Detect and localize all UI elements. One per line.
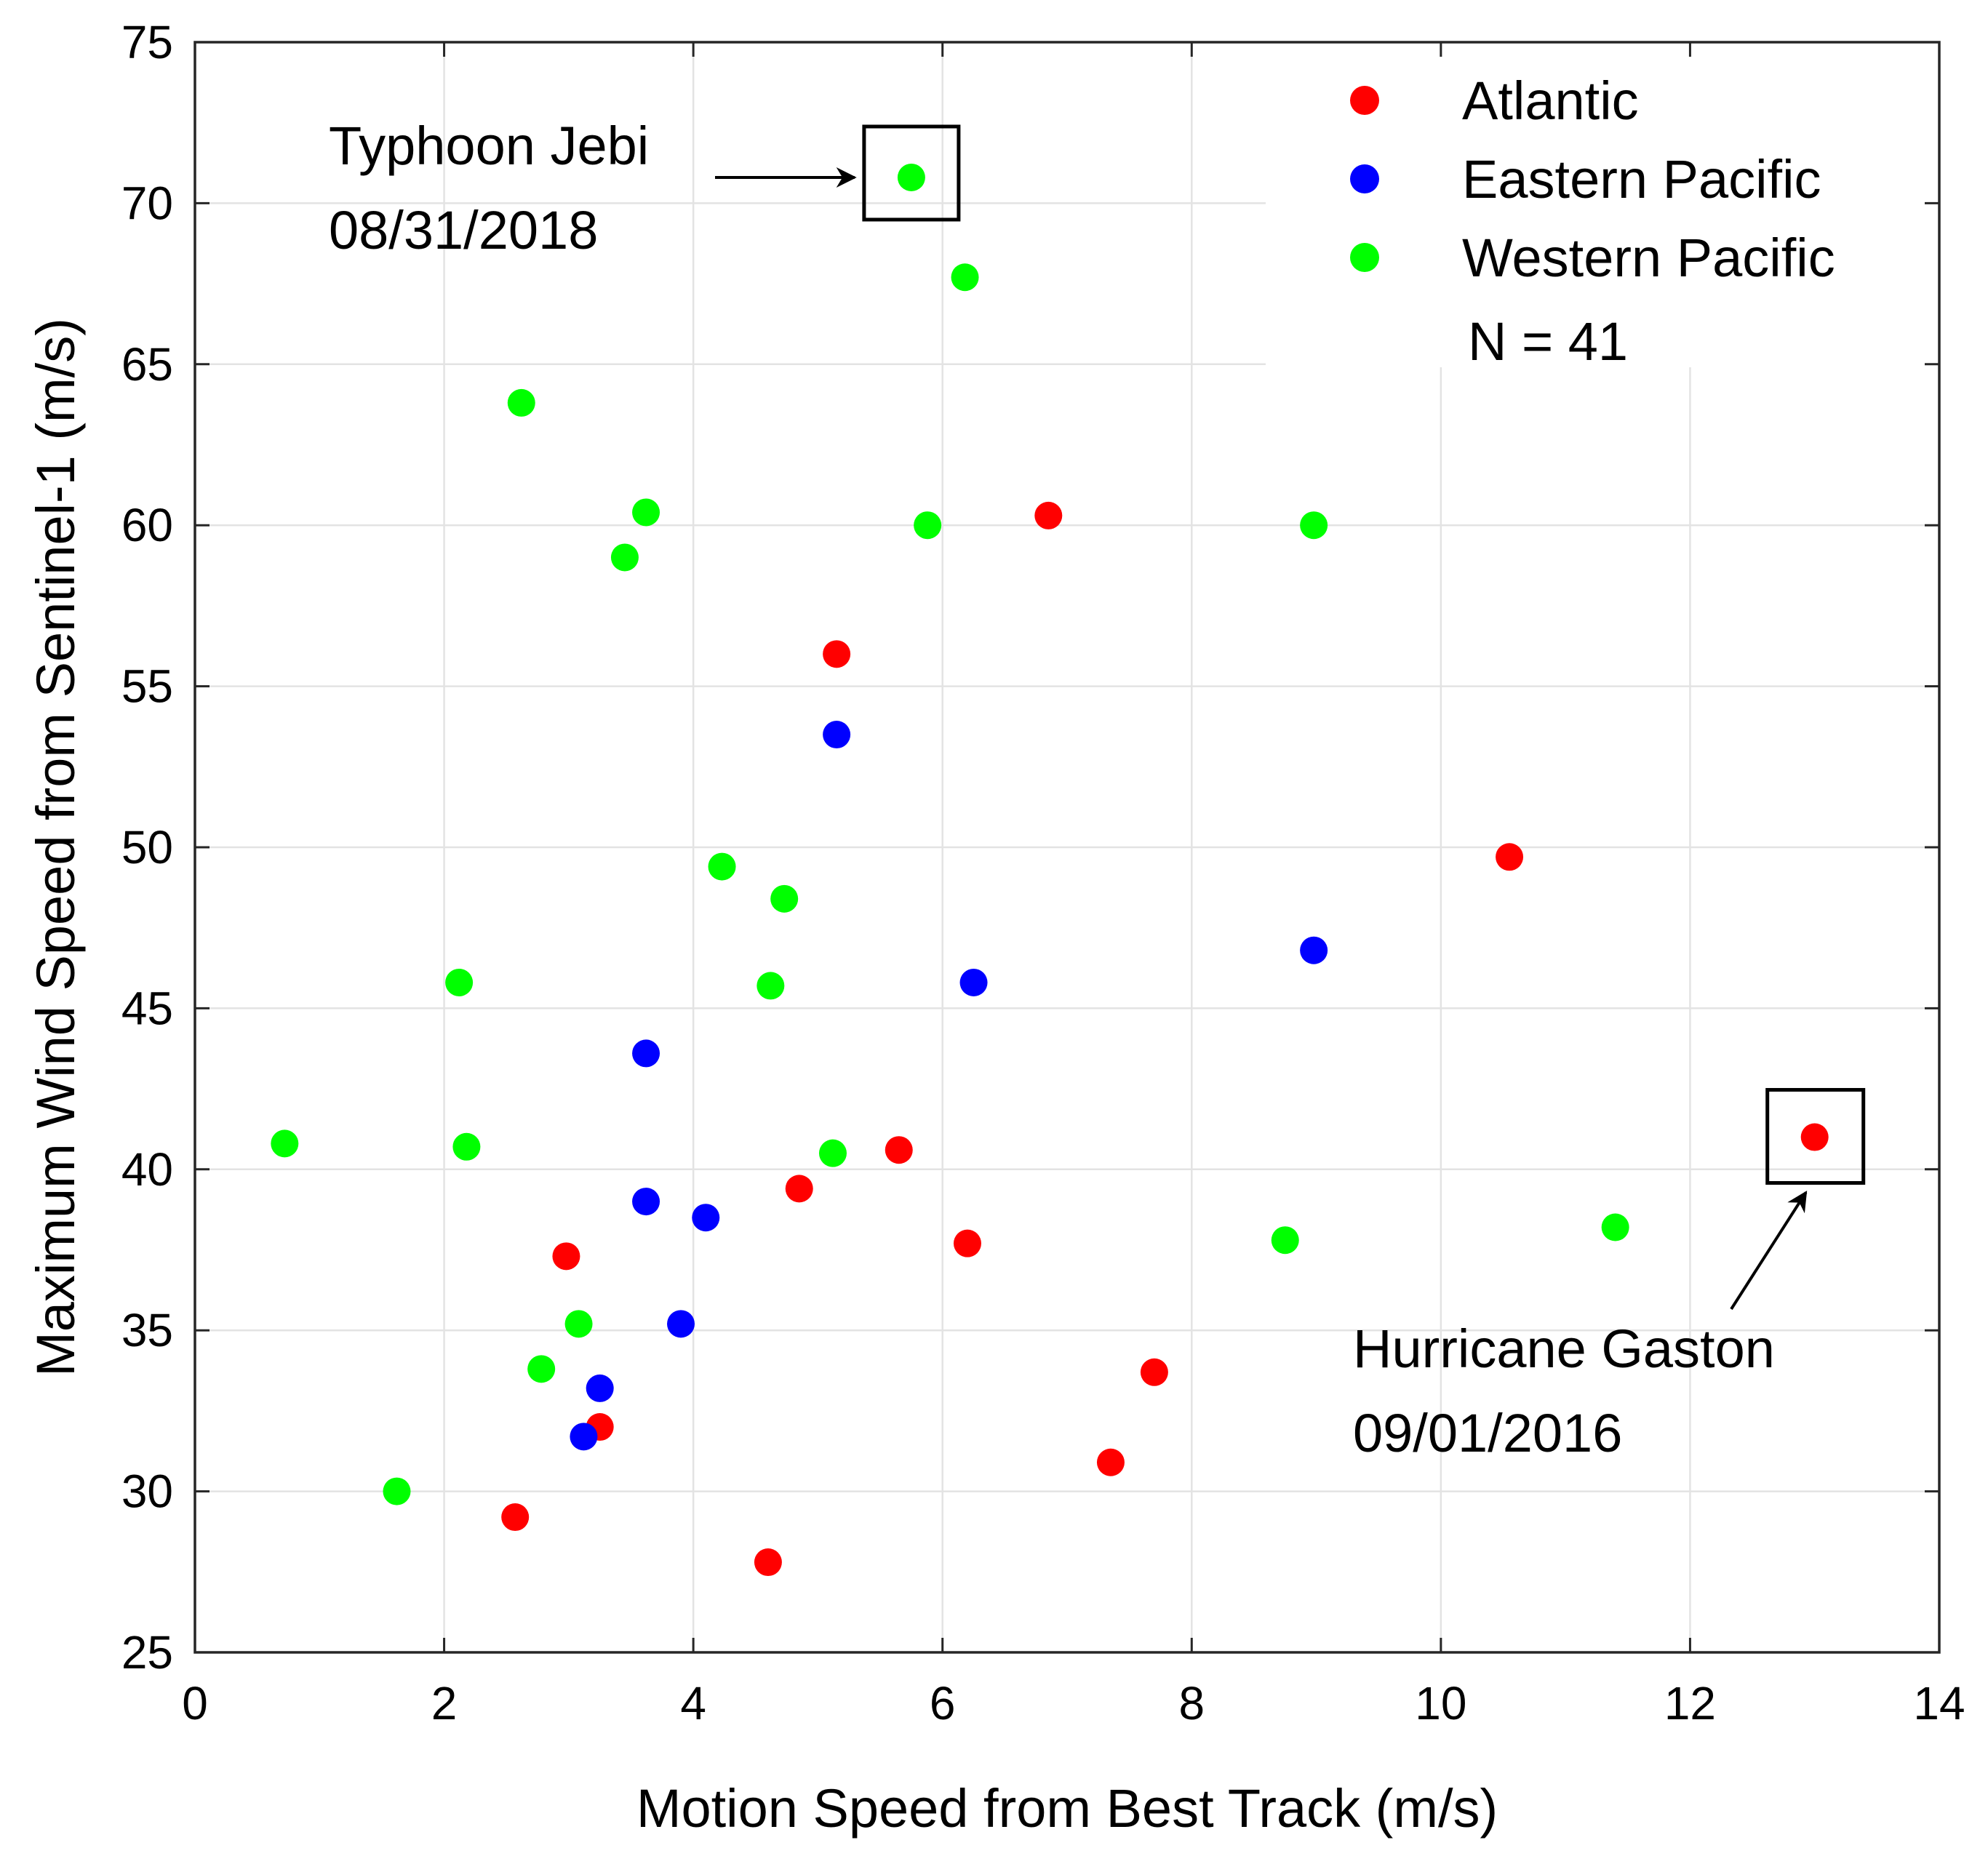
- annotation-jebi-name: Typhoon Jebi: [329, 116, 649, 176]
- y-tick-label: 30: [121, 1465, 173, 1518]
- highlight-box-jebi: [862, 124, 961, 222]
- y-axis-title: Maximum Wind Speed from Sentinel-1 (m/s): [25, 318, 86, 1377]
- legend-label-eastern-pacific: Eastern Pacific: [1462, 149, 1821, 209]
- point-western-pacific: [1271, 1226, 1299, 1255]
- legend-label-atlantic: Atlantic: [1462, 71, 1639, 131]
- y-tick-label: 40: [121, 1143, 173, 1196]
- x-tick-label: 14: [1913, 1677, 1965, 1729]
- point-western-pacific: [708, 852, 736, 881]
- x-tick-label: 10: [1415, 1677, 1466, 1729]
- point-western-pacific: [757, 972, 785, 1000]
- point-western-pacific: [632, 498, 660, 527]
- point-western-pacific: [897, 163, 925, 191]
- x-tick-label: 0: [182, 1677, 208, 1729]
- legend-marker-atlantic: [1350, 86, 1379, 115]
- point-atlantic: [754, 1548, 782, 1577]
- y-tick-label: 75: [121, 16, 173, 68]
- point-eastern-pacific: [1300, 936, 1328, 964]
- point-eastern-pacific: [692, 1204, 720, 1232]
- point-atlantic: [1034, 501, 1063, 529]
- annotation-gaston-date: 09/01/2016: [1353, 1403, 1622, 1463]
- y-tick-label: 70: [121, 177, 173, 229]
- y-tick-label: 60: [121, 499, 173, 551]
- point-atlantic: [552, 1242, 580, 1271]
- point-western-pacific: [770, 884, 799, 913]
- point-western-pacific: [818, 1139, 847, 1167]
- data-points: [271, 163, 1829, 1577]
- point-western-pacific: [951, 263, 979, 292]
- point-western-pacific: [452, 1132, 481, 1161]
- annotations: Typhoon Jebi 08/31/2018 Hurricane Gaston 09…: [329, 116, 1808, 1463]
- grid-lines: [195, 42, 1939, 1652]
- y-tick-label: 25: [121, 1626, 173, 1679]
- point-western-pacific: [1300, 511, 1328, 540]
- y-tick-label: 45: [121, 982, 173, 1034]
- legend-label-western-pacific: Western Pacific: [1462, 228, 1835, 288]
- point-western-pacific: [271, 1129, 299, 1158]
- point-atlantic: [1800, 1123, 1829, 1151]
- legend-marker-eastern-pacific: [1350, 164, 1379, 193]
- point-eastern-pacific: [959, 968, 988, 996]
- x-tick-label: 12: [1664, 1677, 1716, 1729]
- point-western-pacific: [383, 1477, 411, 1505]
- legend: Atlantic Eastern Pacific Western Pacific N …: [1266, 44, 1935, 372]
- point-atlantic: [885, 1136, 913, 1164]
- legend-marker-western-pacific: [1350, 243, 1379, 272]
- annotation-gaston-name: Hurricane Gaston: [1353, 1319, 1775, 1379]
- y-tick-label: 55: [121, 660, 173, 713]
- point-eastern-pacific: [570, 1423, 598, 1451]
- annotation-boxes: [862, 124, 1866, 1185]
- highlight-box-gaston: [1765, 1088, 1866, 1185]
- point-western-pacific: [445, 968, 474, 996]
- point-eastern-pacific: [632, 1039, 660, 1068]
- point-western-pacific: [564, 1310, 593, 1338]
- point-atlantic: [501, 1503, 530, 1532]
- point-atlantic: [953, 1229, 981, 1257]
- point-western-pacific: [507, 388, 535, 417]
- point-atlantic: [785, 1175, 813, 1203]
- x-tick-label: 8: [1178, 1677, 1205, 1729]
- legend-sample-count: N = 41: [1468, 311, 1628, 372]
- point-eastern-pacific: [823, 721, 851, 749]
- axis-ticks: 0 2 4 6 8 10 12 14 25 30 35 40 45 50 55 60 65 70 75: [121, 16, 1965, 1729]
- arrow-gaston: [1730, 1191, 1808, 1311]
- point-atlantic: [1096, 1448, 1125, 1476]
- point-atlantic: [1496, 843, 1524, 871]
- point-western-pacific: [527, 1355, 556, 1383]
- point-eastern-pacific: [632, 1188, 660, 1216]
- point-western-pacific: [914, 511, 942, 540]
- x-tick-label: 4: [680, 1677, 706, 1729]
- point-western-pacific: [610, 543, 639, 572]
- x-axis-title: Motion Speed from Best Track (m/s): [636, 1778, 1498, 1839]
- point-western-pacific: [1601, 1213, 1629, 1241]
- x-tick-label: 2: [431, 1677, 458, 1729]
- point-atlantic: [1140, 1358, 1168, 1386]
- y-tick-label: 65: [121, 338, 173, 391]
- point-eastern-pacific: [667, 1310, 695, 1338]
- x-tick-label: 6: [930, 1677, 956, 1729]
- point-eastern-pacific: [586, 1374, 614, 1402]
- y-tick-label: 35: [121, 1304, 173, 1356]
- y-tick-label: 50: [121, 821, 173, 873]
- annotation-jebi-date: 08/31/2018: [329, 200, 598, 260]
- point-atlantic: [823, 640, 851, 668]
